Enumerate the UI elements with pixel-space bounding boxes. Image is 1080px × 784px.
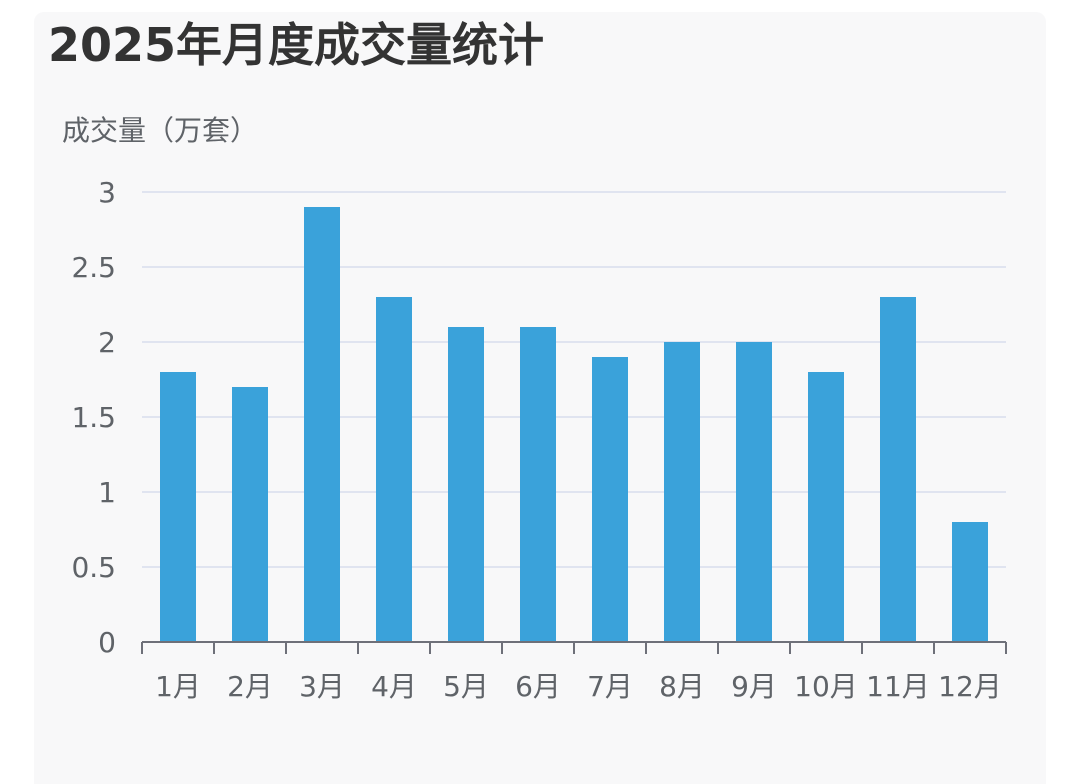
grid-lines — [142, 191, 1006, 568]
y-tick-label: 1 — [98, 476, 116, 509]
bar-8 — [664, 342, 700, 642]
bar-series — [160, 207, 988, 642]
y-tick-label: 2.5 — [71, 251, 116, 284]
bar-10 — [808, 372, 844, 642]
y-tick-label: 2 — [98, 326, 116, 359]
y-axis-label: 成交量（万套） — [62, 114, 258, 147]
chart-title: 2025年月度成交量统计 — [48, 18, 545, 72]
x-tick-label: 2月 — [227, 670, 273, 703]
x-tick-label: 4月 — [371, 670, 417, 703]
x-tick-label: 9月 — [731, 670, 777, 703]
x-tick-label: 5月 — [443, 670, 489, 703]
x-axis-ticks: 1月 2月 3月 4月 5月 6月 7月 8月 9月 10月 11月 12月 — [155, 670, 1002, 703]
bar-9 — [736, 342, 772, 642]
bar-2 — [232, 387, 268, 642]
bar-5 — [448, 327, 484, 642]
x-tick-label: 7月 — [587, 670, 633, 703]
x-tick-label: 11月 — [866, 670, 930, 703]
x-tick-label: 8月 — [659, 670, 705, 703]
bar-4 — [376, 297, 412, 642]
x-tick-label: 1月 — [155, 670, 201, 703]
y-axis-ticks: 0 0.5 1 1.5 2 2.5 3 — [71, 176, 116, 659]
x-tick-label: 6月 — [515, 670, 561, 703]
x-tick-label: 12月 — [938, 670, 1002, 703]
x-tick-label: 3月 — [299, 670, 345, 703]
y-tick-label: 1.5 — [71, 401, 116, 434]
bar-3 — [304, 207, 340, 642]
y-tick-label: 0.5 — [71, 551, 116, 584]
y-tick-label: 3 — [98, 176, 116, 209]
bar-6 — [520, 327, 556, 642]
bar-11 — [880, 297, 916, 642]
x-axis — [141, 641, 1007, 654]
y-tick-label: 0 — [98, 626, 116, 659]
x-tick-label: 10月 — [794, 670, 858, 703]
bar-12 — [952, 522, 988, 642]
bar-1 — [160, 372, 196, 642]
bar-7 — [592, 357, 628, 642]
